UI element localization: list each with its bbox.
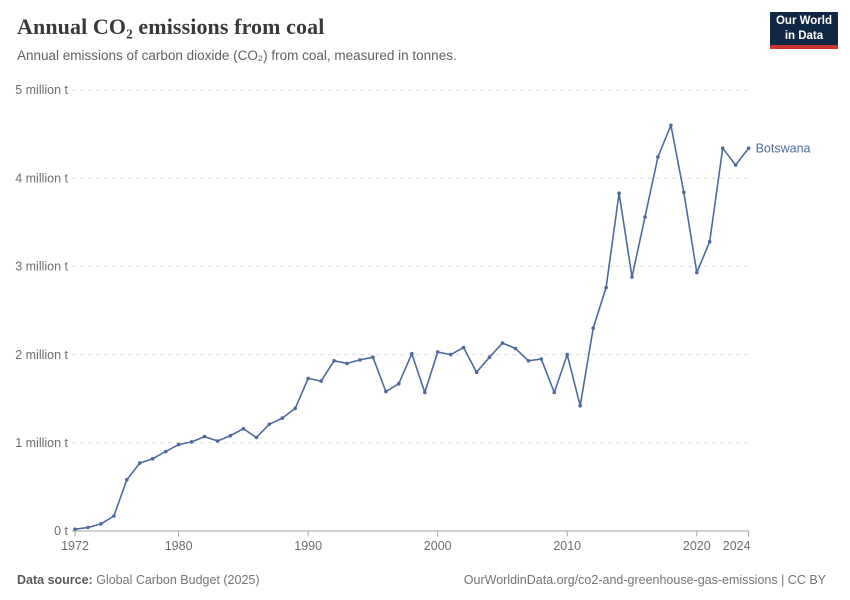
x-axis-tick-label: 1980	[165, 539, 193, 553]
data-point[interactable]	[669, 123, 673, 128]
data-point[interactable]	[448, 352, 453, 357]
data-point[interactable]	[617, 191, 621, 195]
data-point[interactable]	[384, 389, 388, 394]
data-point[interactable]	[176, 442, 181, 447]
x-axis-tick-label: 1972	[61, 539, 89, 553]
data-point[interactable]	[189, 440, 194, 444]
data-point[interactable]	[578, 404, 582, 408]
data-point[interactable]	[228, 433, 233, 438]
owid-logo-line2: in Data	[784, 29, 824, 42]
data-point[interactable]	[526, 359, 531, 363]
data-point[interactable]	[345, 361, 349, 366]
data-point[interactable]	[215, 439, 220, 443]
data-point[interactable]	[695, 270, 699, 275]
x-axis-tick-label: 2000	[424, 539, 452, 553]
data-point[interactable]	[591, 326, 595, 330]
footer-source: Data source: Global Carbon Budget (2025)	[17, 573, 260, 587]
data-point[interactable]	[733, 163, 738, 167]
data-point[interactable]	[500, 341, 505, 345]
y-axis-tick-label: 1 million t	[15, 436, 68, 450]
data-point[interactable]	[306, 376, 311, 381]
data-point[interactable]	[371, 355, 375, 360]
y-axis-tick-label: 4 million t	[15, 171, 68, 185]
data-point[interactable]	[99, 522, 103, 526]
x-axis-tick-label: 1990	[294, 539, 322, 553]
x-axis-tick-label: 2024	[723, 539, 751, 553]
data-point[interactable]	[319, 379, 323, 383]
data-point[interactable]	[487, 355, 492, 360]
data-point[interactable]	[539, 357, 544, 361]
data-point[interactable]	[513, 346, 518, 351]
data-point[interactable]	[630, 275, 634, 279]
y-axis-tick-label: 5 million t	[15, 83, 68, 97]
data-point[interactable]	[254, 435, 259, 440]
series-line-botswana[interactable]	[74, 124, 750, 530]
data-point[interactable]	[73, 527, 77, 531]
data-point[interactable]	[163, 449, 168, 454]
data-point[interactable]	[293, 406, 298, 411]
data-point[interactable]	[241, 426, 246, 431]
data-point[interactable]	[125, 478, 129, 482]
y-axis-tick-label: 2 million t	[15, 348, 68, 362]
chart-footer: Data source: Global Carbon Budget (2025)…	[17, 573, 826, 587]
data-point[interactable]	[682, 190, 686, 195]
chart-subtitle: Annual emissions of carbon dioxide (CO₂)…	[17, 48, 457, 64]
x-axis-tick-label: 2020	[683, 539, 711, 553]
data-point[interactable]	[280, 416, 285, 420]
data-point[interactable]	[410, 351, 414, 356]
chart-header: Annual CO₂ emissions from coal Annual em…	[17, 14, 755, 65]
data-point[interactable]	[397, 381, 401, 386]
data-point[interactable]	[746, 146, 751, 150]
data-point[interactable]	[461, 345, 466, 350]
data-point[interactable]	[565, 352, 569, 357]
owid-logo[interactable]: Our World in Data	[770, 12, 838, 49]
y-axis-tick-label: 3 million t	[15, 260, 68, 274]
footer-source-value: Global Carbon Budget (2025)	[96, 573, 260, 587]
x-axis-tick-label: 2010	[553, 539, 581, 553]
data-point[interactable]	[150, 456, 155, 461]
data-point[interactable]	[423, 390, 427, 395]
owid-logo-text: Our World in Data	[776, 14, 832, 42]
data-point[interactable]	[707, 239, 712, 244]
data-point[interactable]	[643, 215, 647, 219]
data-point[interactable]	[435, 350, 440, 354]
data-point[interactable]	[474, 370, 479, 375]
footer-attribution[interactable]: OurWorldinData.org/co2-and-greenhouse-ga…	[463, 573, 826, 587]
data-point[interactable]	[720, 146, 725, 150]
series-end-label[interactable]: Botswana	[756, 141, 811, 155]
owid-logo-line1: Our World	[775, 15, 832, 28]
data-point[interactable]	[202, 434, 207, 439]
data-point[interactable]	[358, 358, 362, 362]
y-axis-tick-label: 0 t	[54, 524, 68, 538]
data-point[interactable]	[112, 514, 116, 518]
data-point[interactable]	[86, 525, 90, 530]
footer-source-label: Data source:	[17, 573, 93, 587]
data-point[interactable]	[656, 155, 660, 159]
data-point[interactable]	[604, 285, 608, 290]
data-point[interactable]	[332, 359, 336, 363]
data-point[interactable]	[267, 422, 272, 427]
data-point[interactable]	[138, 461, 142, 465]
chart-title: Annual CO₂ emissions from coal	[17, 14, 325, 39]
data-point[interactable]	[552, 390, 557, 395]
